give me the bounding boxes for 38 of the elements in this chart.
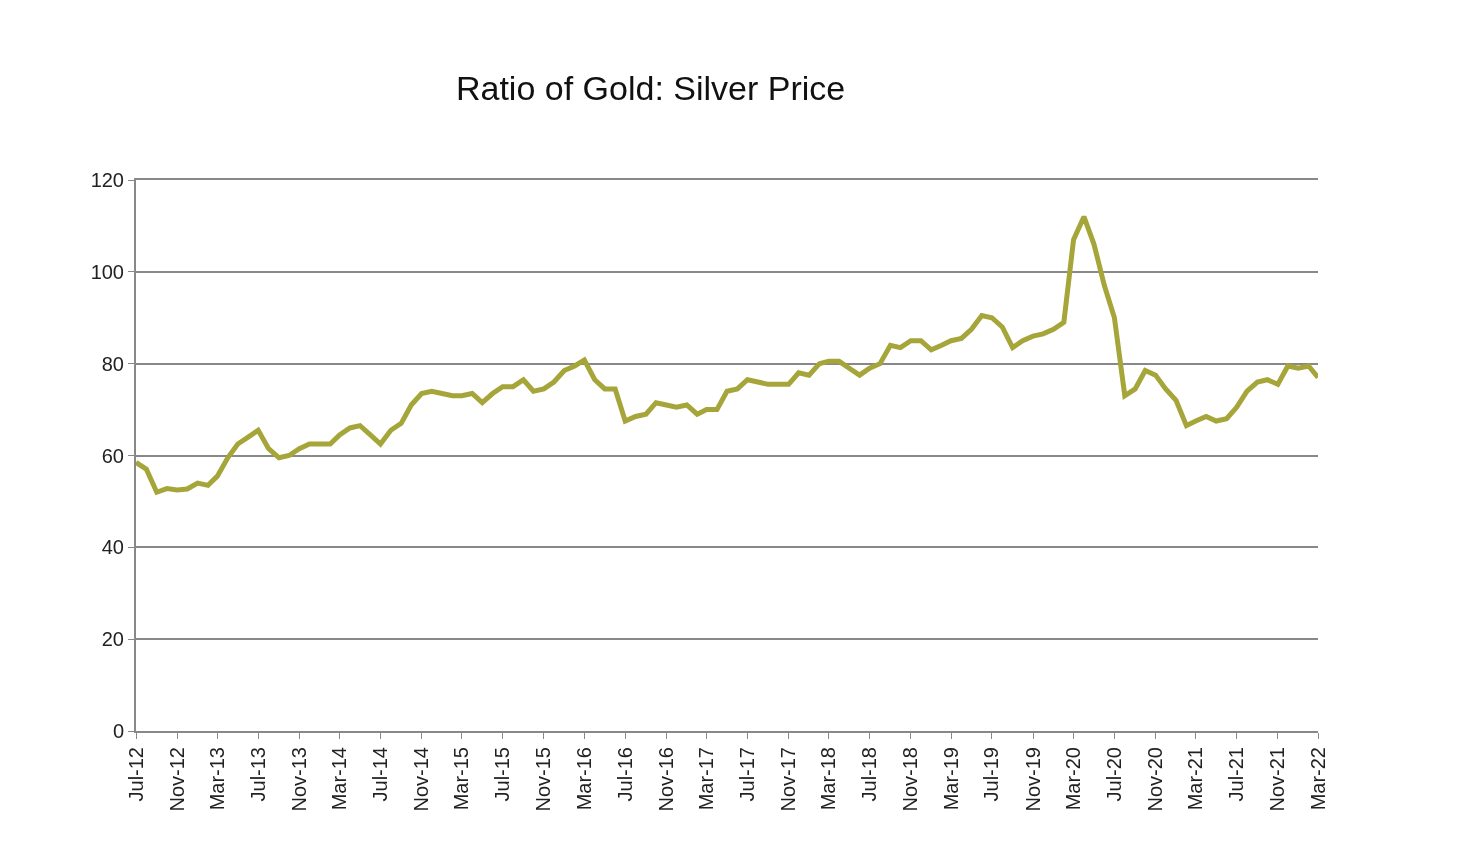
y-tick-label: 0 [112, 720, 124, 742]
x-tick-label: Mar-17 [695, 747, 718, 811]
x-tick-label: Mar-16 [572, 747, 595, 811]
chart-title: Ratio of Gold: Silver Price [455, 69, 846, 108]
y-tick-label: 20 [101, 628, 124, 651]
x-tick-label: Jul-13 [246, 747, 269, 802]
x-tick-label: Nov-18 [899, 747, 922, 812]
x-tick-label: Mar-21 [1184, 747, 1207, 811]
x-tick-label: Jul-17 [735, 747, 758, 802]
y-tick-label: 80 [101, 352, 124, 375]
x-tick-label: Mar-13 [205, 747, 228, 811]
x-tick-label: Mar-14 [328, 747, 351, 811]
y-tick-label: 60 [101, 444, 124, 467]
x-tick-label: Mar-20 [1062, 747, 1085, 811]
y-tick-label: 120 [90, 169, 124, 191]
x-tick-label: Jul-12 [124, 747, 147, 802]
x-tick-label: Jul-16 [613, 747, 636, 802]
x-tick-label: Nov-13 [287, 747, 310, 812]
x-tick-label: Nov-12 [165, 747, 188, 812]
x-tick-label: Nov-20 [1144, 747, 1167, 812]
x-tick-label: Mar-15 [450, 747, 473, 811]
x-tick-label: Mar-18 [817, 747, 840, 811]
x-tick-label: Mar-22 [1306, 747, 1329, 811]
x-tick-label: Nov-15 [532, 747, 555, 812]
x-tick-label: Jul-19 [980, 747, 1003, 802]
y-tick-label: 40 [101, 536, 124, 559]
x-tick-label: Jul-20 [1102, 747, 1125, 802]
x-tick-label: Nov-19 [1021, 747, 1044, 812]
x-tick-label: Mar-19 [939, 747, 962, 811]
x-tick-label: Nov-16 [654, 747, 677, 812]
x-tick-label: Jul-15 [491, 747, 514, 802]
x-tick-label: Jul-18 [858, 747, 881, 802]
x-tick-label: Nov-21 [1266, 747, 1289, 812]
y-tick-label: 100 [90, 260, 124, 283]
x-tick-label: Jul-14 [368, 747, 391, 802]
x-tick-label: Nov-14 [410, 747, 433, 812]
x-tick-label: Nov-17 [777, 747, 800, 812]
x-tick-label: Jul-21 [1225, 747, 1248, 802]
